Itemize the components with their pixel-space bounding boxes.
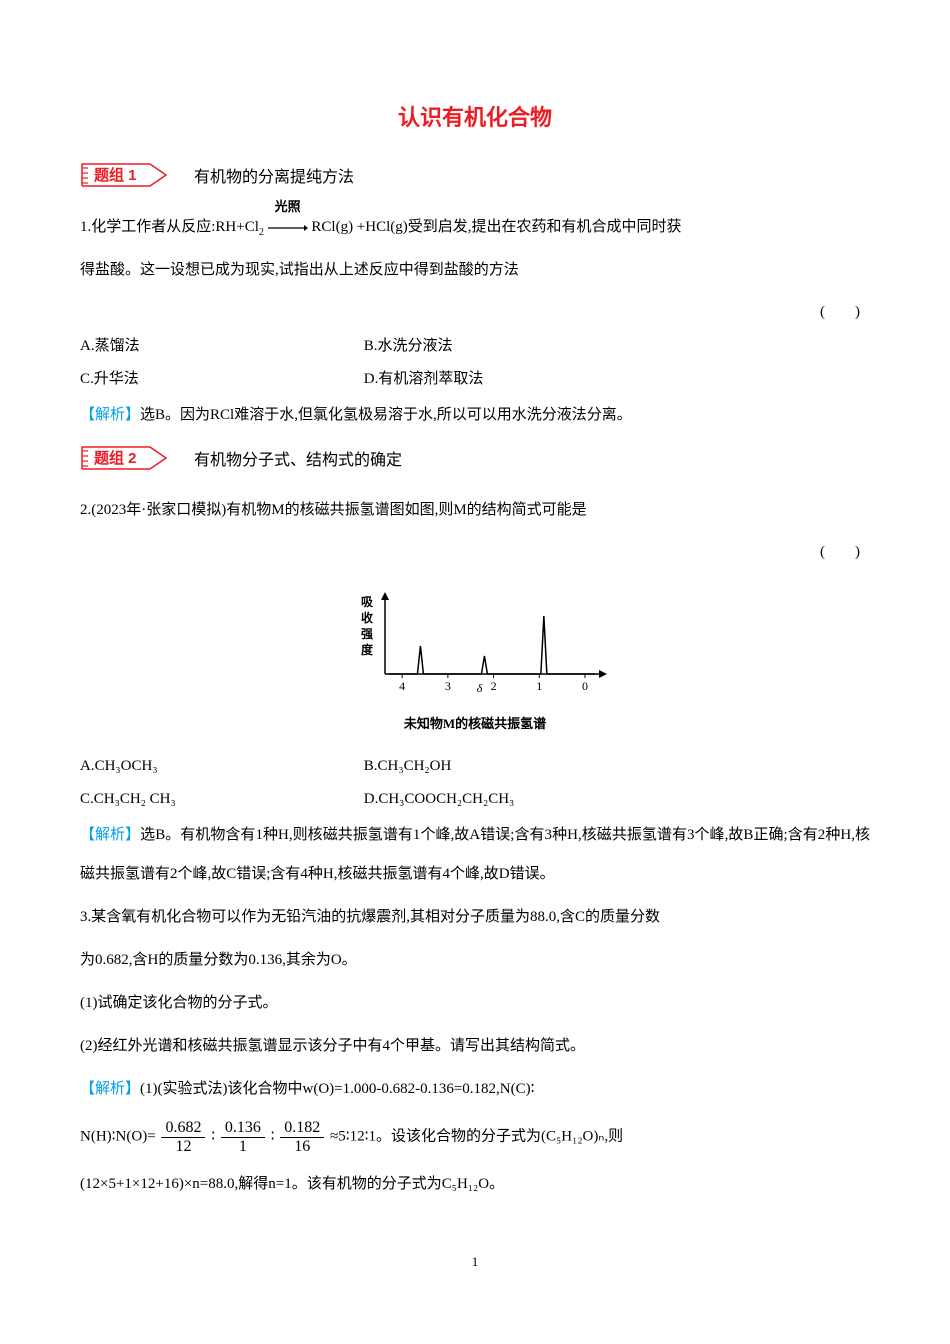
q1-stem-line2: 得盐酸。这一设想已成为现实,试指出从上述反应中得到盐酸的方法 <box>80 251 870 290</box>
q1-opt-a: A.蒸馏法 <box>80 330 360 363</box>
page-number: 1 <box>80 1254 870 1270</box>
q1-paren: ( ) <box>80 294 870 330</box>
frac-1: 0.682 12 <box>161 1119 205 1155</box>
q2-opt-c: C.CH₃CH₂ CH₃ <box>80 783 360 816</box>
q1-stem-b: RCl(g) +HCl(g)受到启发,提出在农药和有机合成中同时获 <box>311 219 681 235</box>
q2-options-row1: A.CH₃OCH₃ B.CH₃CH₂OH <box>80 750 870 783</box>
svg-text:度: 度 <box>361 642 374 657</box>
q3-sub2: (2)经红外光谱和核磁共振氢谱显示该分子中有4个甲基。请写出其结构简式。 <box>80 1027 870 1066</box>
svg-text:1: 1 <box>536 679 542 693</box>
q3-stem-a: 3.某含氧有机化合物可以作为无铅汽油的抗爆震剂,其相对分子质量为88.0,含C的… <box>80 898 870 937</box>
group-1-header: 题组 1 有机物的分离提纯方法 <box>80 162 870 188</box>
nmr-caption: 未知物M的核磁共振氢谱 <box>80 713 870 732</box>
q2-analysis: 【解析】选B。有机物含有1种H,则核磁共振氢谱有1个峰,故A错误;含有3种H,核… <box>80 816 870 894</box>
svg-text:2: 2 <box>491 679 497 693</box>
q1-options-row1: A.蒸馏法 B.水洗分液法 <box>80 330 870 363</box>
group-1-title: 有机物的分离提纯方法 <box>194 163 354 187</box>
q3-frac-suffix: ≈5∶12∶1。设该化合物的分子式为(C₅H₁₂O)ₙ,则 <box>330 1129 623 1145</box>
q1-stem-a: 1.化学工作者从反应:RH+Cl <box>80 219 259 235</box>
group-2-header: 题组 2 有机物分子式、结构式的确定 <box>80 445 870 471</box>
q2-stem: 2.(2023年·张家口模拟)有机物M的核磁共振氢谱图如图,则M的结构简式可能是 <box>80 491 870 530</box>
frac-3-den: 16 <box>280 1138 324 1156</box>
frac-3: 0.182 16 <box>280 1119 324 1155</box>
group-1-badge: 题组 1 <box>80 162 176 188</box>
q3-stem-b: 为0.682,含H的质量分数为0.136,其余为O。 <box>80 941 870 980</box>
group-1-label: 题组 1 <box>94 164 137 185</box>
svg-text:δ: δ <box>477 681 483 695</box>
frac-2-den: 1 <box>221 1138 265 1156</box>
frac-1-den: 12 <box>161 1138 205 1156</box>
q3-frac-line: N(H)∶N(O)= 0.682 12 ∶ 0.136 1 ∶ 0.182 16… <box>80 1119 870 1155</box>
q2-analysis-text: 选B。有机物含有1种H,则核磁共振氢谱有1个峰,故A错误;含有3种H,核磁共振氢… <box>80 827 870 882</box>
svg-text:收: 收 <box>361 610 373 625</box>
page-title: 认识有机化合物 <box>80 100 870 132</box>
group-2-badge: 题组 2 <box>80 445 176 471</box>
q2-options-row2: C.CH₃CH₂ CH₃ D.CH₃COOCH₂CH₂CH₃ <box>80 783 870 816</box>
q1-arrow-top: 光照 <box>268 190 308 224</box>
frac-1-num: 0.682 <box>161 1119 205 1138</box>
q1-opt-d: D.有机溶剂萃取法 <box>364 363 484 396</box>
q3-analysis-c: (12×5+1×12+16)×n=88.0,解得n=1。该有机物的分子式为C₅H… <box>80 1165 870 1204</box>
q3-analysis-label: 【解析】 <box>80 1081 140 1097</box>
q3-frac-prefix: N(H)∶N(O)= <box>80 1129 156 1145</box>
svg-text:4: 4 <box>399 679 405 693</box>
q2-opt-d: D.CH₃COOCH₂CH₂CH₃ <box>364 783 515 816</box>
q1-opt-c: C.升华法 <box>80 363 360 396</box>
q3-analysis-a-text: (1)(实验式法)该化合物中w(O)=1.000-0.682-0.136=0.1… <box>140 1081 535 1097</box>
q1-stem-line1: 1.化学工作者从反应:RH+Cl2 光照 RCl(g) +HCl(g)受到启发,… <box>80 208 870 247</box>
q3-sub1: (1)试确定该化合物的分子式。 <box>80 984 870 1023</box>
q1-sub2: 2 <box>259 227 264 238</box>
group-2-title: 有机物分子式、结构式的确定 <box>194 446 402 470</box>
q2-analysis-label: 【解析】 <box>80 827 140 843</box>
svg-text:3: 3 <box>445 679 451 693</box>
nmr-chart: 吸收强度 4 3 2 1 0 δ 未知物M的核磁共振氢谱 <box>80 584 870 732</box>
q1-analysis: 【解析】选B。因为RCl难溶于水,但氯化氢极易溶于水,所以可以用水洗分液法分离。 <box>80 396 870 435</box>
frac-2-num: 0.136 <box>221 1119 265 1138</box>
frac-3-num: 0.182 <box>280 1119 324 1138</box>
q2-paren: ( ) <box>80 534 870 570</box>
q3-analysis-a: 【解析】(1)(实验式法)该化合物中w(O)=1.000-0.682-0.136… <box>80 1070 870 1109</box>
svg-text:0: 0 <box>582 679 588 693</box>
svg-text:吸: 吸 <box>361 595 374 609</box>
frac-2: 0.136 1 <box>221 1119 265 1155</box>
q1-analysis-text: 选B。因为RCl难溶于水,但氯化氢极易溶于水,所以可以用水洗分液法分离。 <box>140 407 632 423</box>
q2-opt-b: B.CH₃CH₂OH <box>364 750 452 783</box>
svg-text:强: 强 <box>361 627 373 641</box>
colon-2: ∶ <box>271 1129 275 1145</box>
q2-opt-a: A.CH₃OCH₃ <box>80 750 360 783</box>
q1-options-row2: C.升华法 D.有机溶剂萃取法 <box>80 363 870 396</box>
group-2-label: 题组 2 <box>94 447 137 468</box>
q1-analysis-label: 【解析】 <box>80 407 140 423</box>
colon-1: ∶ <box>211 1129 215 1145</box>
q1-opt-b: B.水洗分液法 <box>364 330 453 363</box>
q1-arrow: 光照 <box>268 208 308 247</box>
